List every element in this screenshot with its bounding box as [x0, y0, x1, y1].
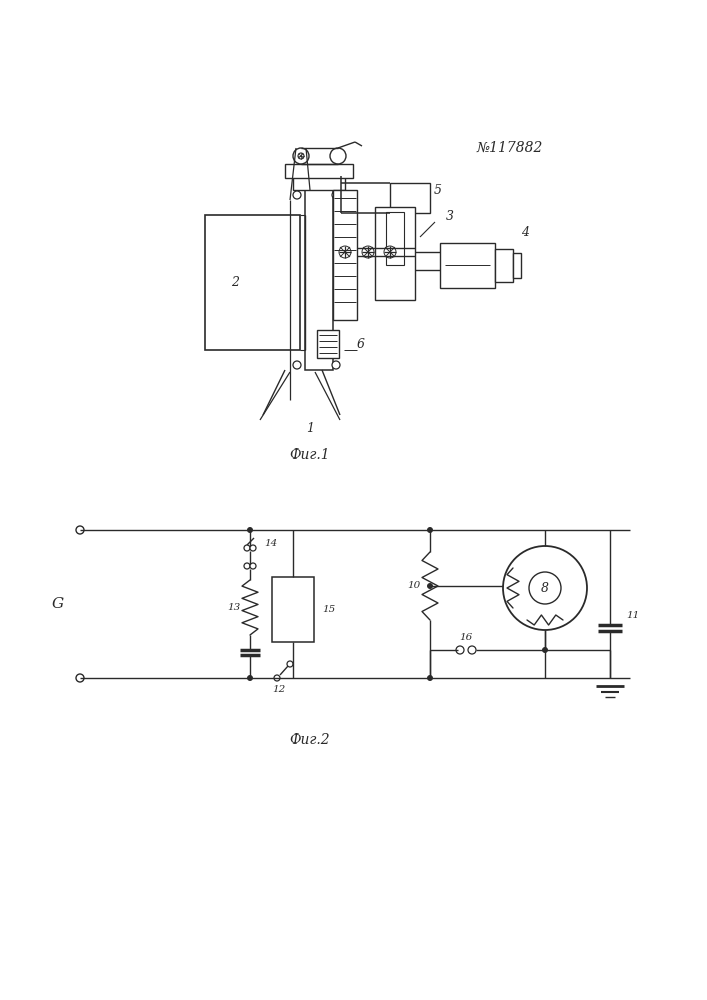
Text: 12: 12 — [272, 686, 286, 694]
Text: 5: 5 — [434, 184, 442, 198]
Circle shape — [503, 546, 587, 630]
Text: 8: 8 — [541, 582, 549, 594]
Circle shape — [274, 675, 280, 681]
Circle shape — [362, 246, 374, 258]
Text: Фиг.2: Фиг.2 — [290, 733, 330, 747]
Bar — [495, 249, 513, 282]
Text: №117882: №117882 — [477, 141, 543, 155]
Circle shape — [427, 583, 433, 589]
Circle shape — [293, 148, 309, 164]
Circle shape — [244, 563, 250, 569]
Circle shape — [542, 647, 548, 653]
Circle shape — [427, 675, 433, 681]
Circle shape — [293, 191, 301, 199]
Circle shape — [330, 148, 346, 164]
Bar — [272, 577, 314, 642]
Bar — [285, 164, 353, 178]
Bar — [390, 183, 430, 213]
Circle shape — [427, 527, 433, 533]
Bar — [205, 215, 300, 350]
Circle shape — [76, 674, 84, 682]
Circle shape — [332, 191, 340, 199]
Bar — [513, 253, 521, 278]
Text: 13: 13 — [228, 602, 240, 611]
Bar — [384, 212, 406, 280]
Circle shape — [250, 563, 256, 569]
Bar — [440, 243, 495, 288]
Bar — [305, 190, 333, 370]
Circle shape — [529, 572, 561, 604]
Text: 2: 2 — [231, 276, 239, 290]
Text: 10: 10 — [407, 580, 421, 589]
Text: 15: 15 — [322, 604, 335, 613]
Circle shape — [298, 153, 304, 159]
Text: 1: 1 — [306, 422, 314, 434]
Text: 6: 6 — [357, 338, 365, 352]
Circle shape — [247, 527, 253, 533]
Text: 11: 11 — [626, 610, 639, 619]
Bar — [293, 176, 345, 190]
Circle shape — [293, 361, 301, 369]
Text: Фиг.1: Фиг.1 — [290, 448, 330, 462]
Circle shape — [76, 526, 84, 534]
Circle shape — [244, 545, 250, 551]
Circle shape — [250, 545, 256, 551]
Circle shape — [287, 661, 293, 667]
Bar — [317, 330, 339, 358]
Circle shape — [332, 361, 340, 369]
Bar — [386, 212, 404, 265]
Circle shape — [456, 646, 464, 654]
Text: G: G — [52, 597, 64, 611]
Circle shape — [468, 646, 476, 654]
Text: 3: 3 — [446, 211, 454, 224]
Text: 14: 14 — [264, 540, 277, 548]
Bar — [375, 207, 415, 300]
Text: 16: 16 — [460, 634, 472, 643]
Bar — [333, 190, 357, 320]
Circle shape — [384, 246, 396, 258]
Circle shape — [247, 675, 253, 681]
Circle shape — [339, 246, 351, 258]
Text: 4: 4 — [521, 227, 529, 239]
